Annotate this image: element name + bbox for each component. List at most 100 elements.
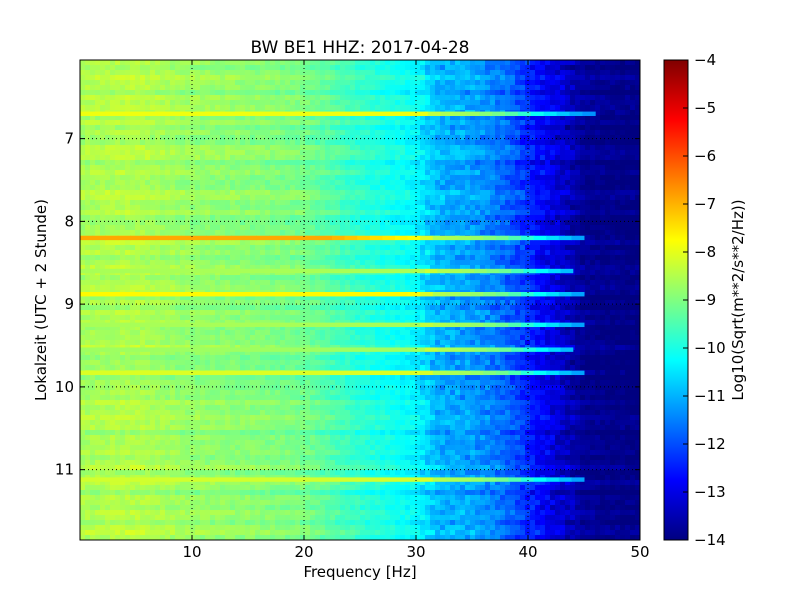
heatmap-cell	[375, 100, 381, 106]
heatmap-cell	[260, 175, 266, 181]
heatmap-cell	[535, 190, 541, 196]
heatmap-cell	[180, 175, 186, 181]
heatmap-cell	[545, 220, 551, 226]
heatmap-cell	[435, 150, 441, 156]
heatmap-cell	[410, 100, 416, 106]
heatmap-cell	[565, 195, 571, 201]
heatmap-cell	[565, 230, 571, 236]
heatmap-cell	[350, 130, 356, 136]
heatmap-cell	[195, 85, 201, 91]
heatmap-cell	[515, 210, 521, 216]
heatmap-cell	[130, 225, 136, 231]
heatmap-cell	[160, 150, 166, 156]
heatmap-cell	[475, 260, 481, 266]
heatmap-cell	[570, 170, 576, 176]
heatmap-cell	[140, 190, 146, 196]
heatmap-cell	[125, 80, 131, 86]
heatmap-cell	[90, 70, 96, 76]
heatmap-cell	[205, 250, 211, 256]
heatmap-cell	[465, 80, 471, 86]
heatmap-cell	[330, 95, 336, 101]
heatmap-cell	[515, 240, 521, 246]
heatmap-cell	[635, 60, 641, 66]
heatmap-cell	[280, 280, 286, 286]
heatmap-cell	[625, 205, 631, 211]
heatmap-cell	[240, 220, 246, 226]
heatmap-cell	[380, 115, 386, 121]
heatmap-cell	[325, 185, 331, 191]
heatmap-cell	[625, 165, 631, 171]
heatmap-cell	[565, 255, 571, 261]
heatmap-cell	[295, 240, 301, 246]
heatmap-cell	[300, 265, 306, 271]
heatmap-cell	[200, 160, 206, 166]
heatmap-cell	[255, 135, 261, 141]
heatmap-cell	[170, 80, 176, 86]
heatmap-cell	[560, 195, 566, 201]
heatmap-cell	[100, 265, 106, 271]
heatmap-cell	[125, 175, 131, 181]
heatmap-cell	[195, 275, 201, 281]
heatmap-cell	[540, 160, 546, 166]
heatmap-cell	[460, 240, 466, 246]
heatmap-cell	[485, 135, 491, 141]
heatmap-cell	[140, 115, 146, 121]
heatmap-cell	[115, 135, 121, 141]
heatmap-cell	[530, 140, 536, 146]
heatmap-cell	[405, 250, 411, 256]
heatmap-cell	[455, 125, 461, 131]
heatmap-cell	[505, 75, 511, 81]
heatmap-cell	[100, 75, 106, 81]
heatmap-cell	[440, 220, 446, 226]
heatmap-cell	[515, 255, 521, 261]
heatmap-cell	[85, 215, 91, 221]
heatmap-cell	[615, 110, 621, 116]
heatmap-cell	[415, 170, 421, 176]
heatmap-cell	[190, 135, 196, 141]
heatmap-cell	[185, 105, 191, 111]
heatmap-cell	[390, 250, 396, 256]
heatmap-cell	[180, 65, 186, 71]
heatmap-cell	[200, 200, 206, 206]
heatmap-cell	[620, 185, 626, 191]
heatmap-cell	[370, 85, 376, 91]
heatmap-cell	[475, 60, 481, 66]
heatmap-cell	[150, 105, 156, 111]
heatmap-cell	[110, 60, 116, 66]
heatmap-cell	[265, 85, 271, 91]
heatmap-cell	[270, 85, 276, 91]
heatmap-cell	[375, 260, 381, 266]
heatmap-cell	[635, 115, 641, 121]
heatmap-cell	[305, 145, 311, 151]
heatmap-cell	[305, 90, 311, 96]
heatmap-cell	[490, 105, 496, 111]
heatmap-cell	[150, 255, 156, 261]
heatmap-cell	[470, 125, 476, 131]
heatmap-cell	[565, 165, 571, 171]
heatmap-cell	[140, 65, 146, 71]
heatmap-cell	[620, 205, 626, 211]
heatmap-cell	[85, 260, 91, 266]
heatmap-cell	[220, 145, 226, 151]
heatmap-cell	[140, 265, 146, 271]
heatmap-cell	[440, 155, 446, 161]
heatmap-cell	[405, 265, 411, 271]
heatmap-cell	[270, 150, 276, 156]
heatmap-cell	[475, 115, 481, 121]
heatmap-cell	[335, 180, 341, 186]
heatmap-cell	[560, 230, 566, 236]
heatmap-cell	[405, 105, 411, 111]
heatmap-cell	[520, 190, 526, 196]
heatmap-cell	[250, 65, 256, 71]
heatmap-cell	[255, 155, 261, 161]
heatmap-cell	[280, 140, 286, 146]
heatmap-cell	[345, 150, 351, 156]
heatmap-cell	[175, 85, 181, 91]
heatmap-cell	[170, 130, 176, 136]
heatmap-cell	[310, 130, 316, 136]
heatmap-cell	[375, 125, 381, 131]
heatmap-cell	[605, 125, 611, 131]
heatmap-cell	[245, 145, 251, 151]
heatmap-cell	[485, 65, 491, 71]
heatmap-cell	[290, 100, 296, 106]
